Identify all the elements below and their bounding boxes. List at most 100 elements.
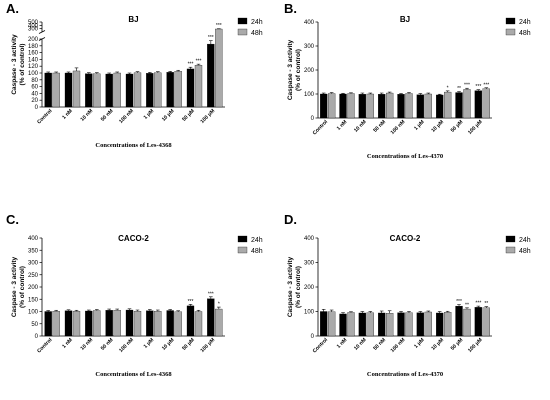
bar-48h-0 [52,311,60,337]
bar-48h-1 [72,311,81,337]
y-tick-label: 300 [304,261,315,267]
x-tick-label: 50 nM [372,337,387,352]
y-axis-break-mark [38,30,46,34]
y-tick-label: 400 [304,20,315,26]
bar-48h-4 [133,311,142,337]
y-tick-label: 160 [28,51,39,57]
bar-24h-1 [64,310,73,337]
bar-48h-3 [386,92,394,119]
x-tick-label: 10 μM [430,337,445,352]
y-tick-label: 80 [31,78,38,84]
bar-24h-6 [166,310,174,337]
y-tick-label: 200 [304,285,315,291]
bar-48h-2 [93,310,101,337]
legend-label-24h: 24h [519,237,531,244]
bar-48h-0 [52,72,60,108]
y-tick-label: 400 [304,236,315,242]
y-tick-label: 120 [28,64,39,70]
bar-48h-8 [482,307,490,337]
panel-letter: C. [6,212,19,227]
x-tick-label: 100 μM [467,119,484,136]
bar-24h-4 [125,73,134,108]
bar-24h-6 [166,72,174,108]
x-tick-label: 50 μM [450,337,465,352]
bar-24h-3 [378,312,386,337]
bar-48h-4 [133,72,142,108]
x-tick-label: 1 nM [336,337,349,350]
bar-48h-7 [194,311,203,337]
panel-title: BJ [400,15,410,24]
bar-24h-8 [207,298,215,337]
x-tick-label: 100 μM [200,337,217,354]
bar-48h-8 [482,88,490,119]
x-tick-label: 10 nM [353,119,368,134]
x-tick-label: 50 nM [100,108,115,123]
bar-24h-4 [397,312,405,337]
bar-48h-6 [174,311,182,337]
bar-24h-7 [186,68,195,108]
bar-24h-5 [146,73,154,108]
y-tick-label: 100 [28,310,39,316]
bar-24h-7 [455,305,463,337]
y-axis-title: Caspase - 3 activity [11,256,18,317]
y-tick-label: 200 [28,37,39,43]
y-tick-label: 300 [304,44,315,50]
x-tick-label: Control [36,337,54,355]
bar-24h-8 [474,90,482,119]
x-tick-label: 100 nM [390,119,407,136]
x-tick-label: 100 nM [390,337,407,354]
y-tick-label: 100 [304,310,315,316]
legend-swatch-24h [505,235,516,243]
bar-48h-5 [424,311,432,337]
bar-24h-5 [416,94,424,119]
x-tick-label: 100 μM [467,337,484,354]
bar-24h-6 [436,94,444,119]
x-tick-label: Control [312,337,330,355]
bar-48h-2 [366,93,374,119]
panel-3: C. CACO-2 0 50 100 150 200 250 300 350 400 Caspase … [6,212,263,378]
significance-marker: ** [484,301,488,307]
significance-marker: *** [464,83,470,89]
significance-marker: *** [208,35,214,41]
x-tick-label: 1 μM [143,337,156,350]
y-axis-title: (% of control) [295,266,302,308]
x-tick-label: 100 nM [118,337,135,354]
legend-swatch-48h [237,28,248,36]
panel-letter: A. [6,1,19,16]
bar-24h-2 [358,312,366,337]
bar-24h-6 [436,312,444,337]
significance-marker: *** [208,291,214,297]
legend-swatch-48h [505,28,516,36]
bar-24h-3 [378,94,386,119]
legend-label-48h: 48h [519,30,531,37]
bar-48h-8 [215,308,223,337]
y-axis-title: (% of control) [19,44,26,86]
bar-24h-2 [358,94,366,119]
bar-48h-5 [424,93,432,119]
bar-48h-4 [405,93,413,119]
bar-48h-1 [72,70,81,108]
y-tick-label: 0 [35,105,39,111]
bar-24h-5 [146,310,154,337]
panel-2: B. BJ 0 100 200 300 400 Caspase - 3 activity (% … [284,1,531,160]
panel-title: CACO-2 [118,234,149,243]
legend-swatch-48h [237,246,248,254]
y-tick-label: 200 [28,285,39,291]
x-axis-title: Concentrations of Les-4368 [95,142,172,149]
y-tick-label: 0 [311,116,315,122]
legend-label-24h: 24h [519,19,531,26]
y-axis-title: Caspase - 3 activity [287,256,294,317]
bar-24h-2 [85,310,93,337]
significance-marker: ** [465,302,469,308]
y-tick-label: 100 [304,92,315,98]
bar-24h-2 [85,73,93,108]
bar-48h-6 [444,312,452,337]
y-tick-label: 100 [28,71,39,77]
x-tick-label: 50 μM [181,108,196,123]
x-tick-label: 1 nM [336,119,349,132]
y-tick-label: 50 [31,322,38,328]
x-tick-label: 50 nM [372,119,387,134]
y-tick-label: 0 [311,334,315,340]
bar-24h-4 [397,94,405,119]
